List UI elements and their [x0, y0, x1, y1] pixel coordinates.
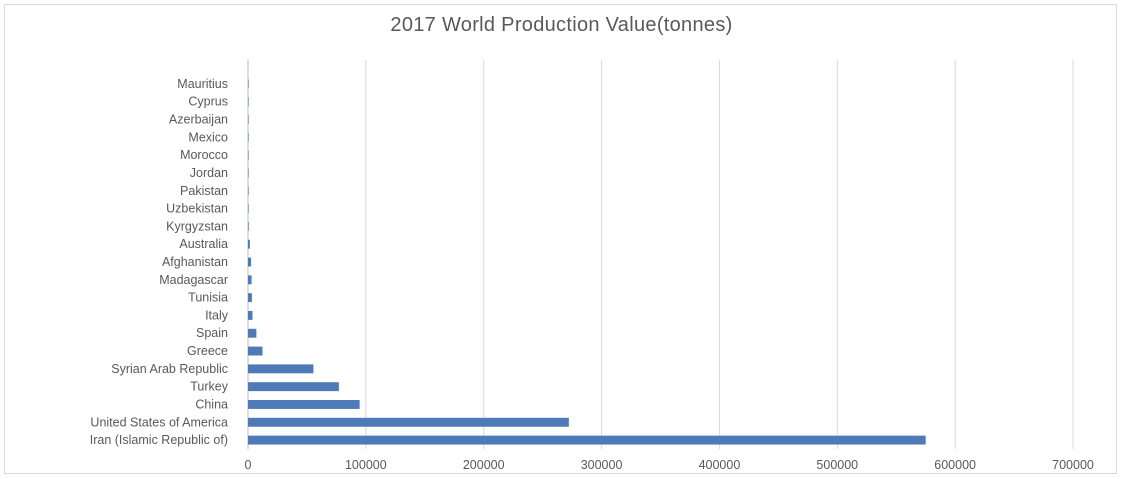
bar — [248, 346, 263, 356]
bar — [248, 186, 249, 196]
x-tick-labels: 0 100000 200000 300000 400000 500000 600000 700… — [245, 458, 1094, 472]
bar — [248, 115, 249, 124]
category-label: Pakistan — [180, 184, 228, 198]
category-label: Morocco — [180, 148, 228, 162]
category-label: Iran (Islamic Republic of) — [90, 433, 228, 447]
category-label: Tunisia — [188, 291, 228, 305]
category-label: Mexico — [188, 130, 228, 144]
category-labels: Iran (Islamic Republic of) United States … — [90, 77, 229, 447]
bar — [248, 204, 249, 214]
x-tick-label: 500000 — [816, 458, 858, 472]
category-label: Spain — [196, 326, 228, 340]
bar — [248, 97, 249, 107]
bar — [248, 417, 569, 427]
chart-frame — [4, 4, 1117, 474]
bar — [248, 79, 249, 89]
bar — [248, 221, 249, 231]
category-label: Jordan — [190, 166, 228, 180]
category-label: Afghanistan — [162, 255, 228, 269]
bar — [248, 168, 249, 178]
chart-title: 2017 World Production Value(tonnes) — [390, 14, 733, 36]
x-tick-label: 600000 — [934, 458, 976, 472]
bar — [248, 275, 252, 285]
category-label: Azerbaijan — [169, 113, 228, 127]
category-label: Kyrgyzstan — [166, 219, 228, 233]
category-label: Mauritius — [177, 77, 228, 91]
bar — [248, 239, 250, 249]
x-tick-label: 100000 — [345, 458, 387, 472]
category-label: United States of America — [90, 415, 228, 429]
bar — [248, 310, 253, 320]
category-label: Turkey — [190, 380, 228, 394]
bar — [248, 364, 314, 374]
bar — [248, 150, 249, 160]
x-tick-label: 400000 — [699, 458, 741, 472]
x-tick-label: 300000 — [581, 458, 623, 472]
category-label: Madagascar — [159, 273, 228, 287]
category-label: Uzbekistan — [166, 202, 228, 216]
category-label: Greece — [187, 344, 228, 358]
bar — [248, 293, 252, 303]
bar — [248, 382, 339, 392]
bar — [248, 328, 257, 338]
bars — [248, 79, 926, 445]
category-label: Cyprus — [188, 95, 228, 109]
x-tick-label: 200000 — [463, 458, 505, 472]
gridlines — [247, 60, 1074, 449]
category-label: Australia — [179, 237, 228, 251]
x-tick-label: 0 — [245, 458, 252, 472]
x-tick-label: 700000 — [1052, 458, 1094, 472]
category-label: Italy — [205, 308, 229, 322]
bar — [248, 132, 249, 142]
category-label: China — [195, 397, 228, 411]
bar — [248, 257, 252, 267]
bar — [248, 400, 360, 409]
bar — [248, 435, 926, 445]
category-label: Syrian Arab Republic — [111, 362, 228, 376]
